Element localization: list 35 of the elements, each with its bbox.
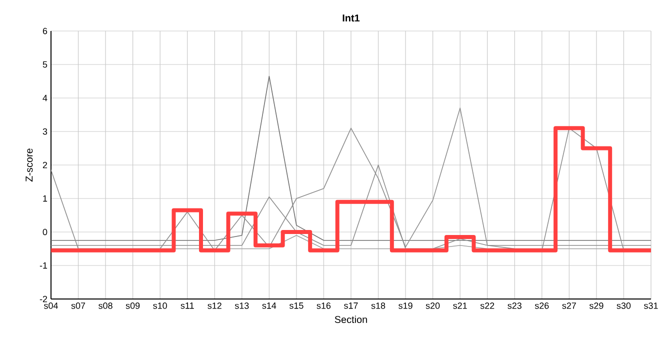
x-tick-label: s11 <box>180 302 194 309</box>
x-tick-label: s14 <box>262 302 276 309</box>
y-tick-label: 0 <box>42 228 48 236</box>
x-tick-label: s04 <box>44 302 58 309</box>
x-tick-label: s21 <box>453 302 467 309</box>
y-tick-label: 3 <box>42 128 48 135</box>
x-tick-label: s22 <box>480 302 494 309</box>
x-tick-label: s29 <box>589 302 604 309</box>
x-tick-label: s19 <box>398 302 412 309</box>
x-tick-label: s15 <box>289 302 304 309</box>
x-tick-label: s07 <box>71 302 86 309</box>
x-tick-label: s26 <box>534 302 549 309</box>
y-tick-label: -1 <box>40 262 48 269</box>
y-tick-label: 2 <box>42 162 48 168</box>
y-tick-label: -2 <box>40 296 48 302</box>
x-tick-label: s31 <box>644 302 658 309</box>
x-tick-label: s16 <box>316 302 331 309</box>
x-tick-label: s30 <box>616 302 631 309</box>
x-tick-label: s20 <box>426 302 440 309</box>
x-axis-title: Section <box>334 316 367 324</box>
x-tick-label: s10 <box>153 302 167 309</box>
x-tick-label: s08 <box>98 302 112 309</box>
chart-title: Int1 <box>342 14 360 22</box>
y-tick-label: 6 <box>42 28 48 34</box>
y-axis-title: Z-score <box>26 148 33 182</box>
x-tick-label: s18 <box>371 302 386 309</box>
y-tick-label: 1 <box>43 195 48 202</box>
y-tick-label: 4 <box>42 94 48 102</box>
x-tick-label: s13 <box>234 302 249 309</box>
x-tick-label: s27 <box>562 302 576 309</box>
x-tick-label: s23 <box>508 302 522 309</box>
y-tick-label: 5 <box>42 61 48 68</box>
x-tick-label: s17 <box>344 302 358 309</box>
x-tick-label: s09 <box>126 302 140 309</box>
x-tick-label: s12 <box>208 302 222 309</box>
